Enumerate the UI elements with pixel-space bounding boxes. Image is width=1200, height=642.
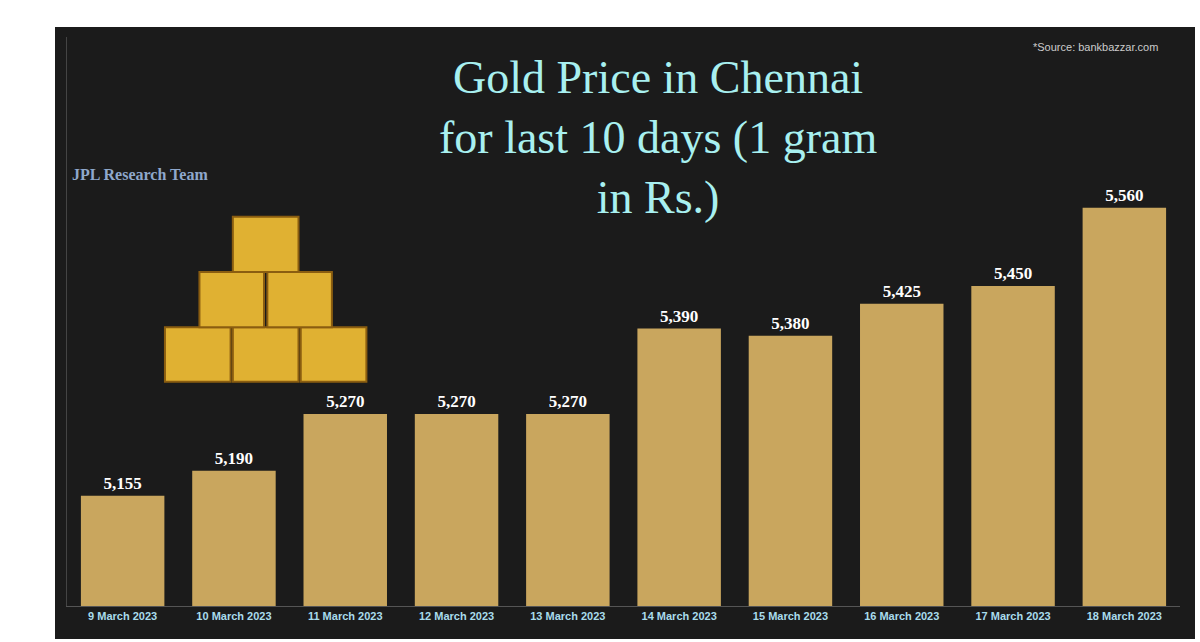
svg-text:15 March 2023: 15 March 2023 (753, 610, 828, 622)
svg-text:5,390: 5,390 (660, 307, 698, 326)
svg-text:13 March 2023: 13 March 2023 (530, 610, 605, 622)
svg-text:JPL Research Team: JPL Research Team (72, 166, 208, 183)
svg-text:16 March 2023: 16 March 2023 (864, 610, 939, 622)
svg-text:9 March 2023: 9 March 2023 (88, 610, 157, 622)
svg-text:5,270: 5,270 (326, 392, 364, 411)
svg-text:5,450: 5,450 (994, 264, 1032, 283)
svg-text:5,155: 5,155 (104, 474, 142, 493)
svg-text:5,270: 5,270 (549, 392, 587, 411)
svg-text:5,270: 5,270 (437, 392, 475, 411)
svg-text:*Source: bankbazzar.com: *Source: bankbazzar.com (1033, 41, 1158, 53)
svg-text:14 March 2023: 14 March 2023 (642, 610, 717, 622)
svg-text:12 March 2023: 12 March 2023 (419, 610, 494, 622)
svg-text:5,190: 5,190 (215, 449, 253, 468)
svg-text:10 March 2023: 10 March 2023 (196, 610, 271, 622)
svg-text:Gold Price in Chennaifor last: Gold Price in Chennaifor last 10 days (1… (439, 52, 877, 223)
svg-text:11 March 2023: 11 March 2023 (308, 610, 383, 622)
svg-text:18 March 2023: 18 March 2023 (1087, 610, 1162, 622)
svg-text:17 March 2023: 17 March 2023 (975, 610, 1050, 622)
svg-text:5,425: 5,425 (883, 282, 921, 301)
svg-text:5,380: 5,380 (771, 314, 809, 333)
svg-text:5,560: 5,560 (1105, 186, 1143, 205)
